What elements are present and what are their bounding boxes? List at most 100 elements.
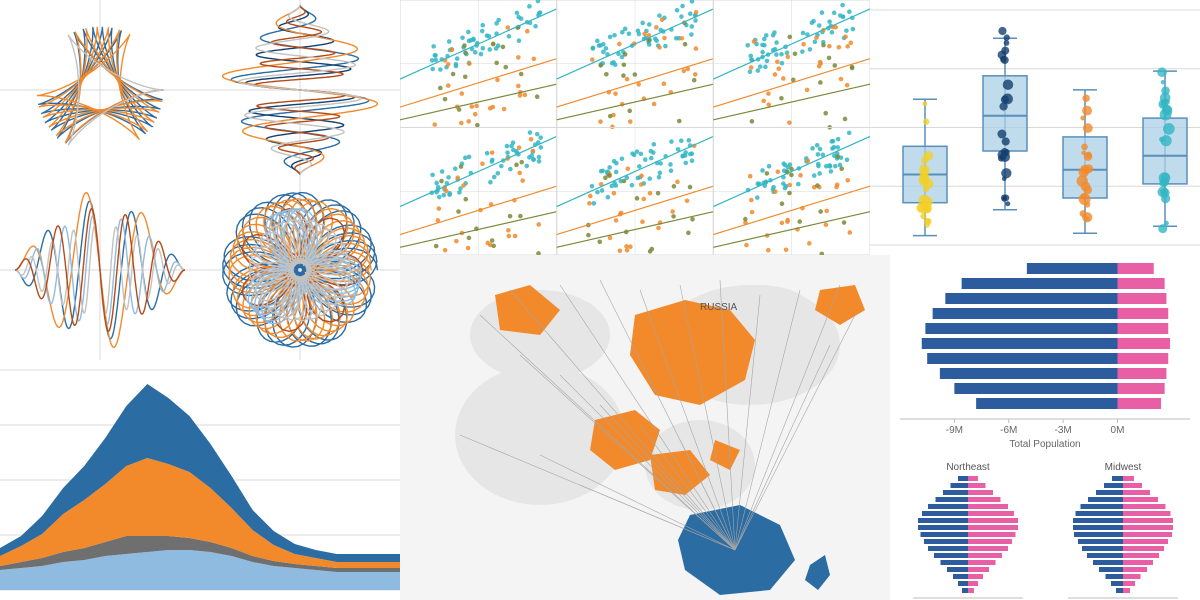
scatter-point [595, 39, 600, 44]
scatter-point [601, 42, 606, 47]
x-axis-label: Total Population [1009, 439, 1080, 450]
scatter-point [750, 119, 755, 124]
scatter-point [652, 102, 657, 107]
jitter-dot [1081, 144, 1088, 151]
scatter-point [598, 119, 603, 124]
pyr-bar-right [968, 525, 1018, 530]
jitter-dot [919, 165, 929, 175]
scatter-point [487, 47, 492, 52]
scatter-point [750, 210, 755, 215]
scatter-point [533, 24, 538, 29]
jitter-dot [1080, 116, 1085, 121]
scatter-point [682, 69, 687, 74]
scatter-point [441, 193, 446, 198]
pyr-bar-right [1123, 539, 1168, 544]
pyr-bar-right [968, 476, 978, 481]
scatter-point [491, 244, 496, 249]
scatter-point [539, 145, 544, 150]
scatter-point [787, 183, 792, 188]
scatter-point [789, 173, 794, 178]
pyr-bar-left [1111, 581, 1123, 586]
scatter-point [808, 47, 813, 52]
scatter-point [639, 173, 644, 178]
scatter-point [688, 185, 693, 190]
scatter-point [801, 31, 806, 36]
scatter-point [743, 217, 748, 222]
scatter-point [494, 46, 499, 51]
scatter-point [787, 191, 792, 196]
scatter-point [467, 61, 472, 66]
jitter-dot [1004, 34, 1010, 40]
scatter-point [461, 183, 466, 188]
scatter-point [781, 161, 786, 166]
pyr-bar-left [958, 476, 968, 481]
bar-right [1118, 278, 1165, 289]
bar-left [1027, 263, 1118, 274]
jitter-dot [1083, 123, 1093, 133]
scatter-point [773, 72, 778, 77]
scatter-point [643, 157, 648, 162]
scatter-point [842, 220, 847, 225]
scatter-point [662, 81, 667, 86]
jitter-dot [923, 119, 929, 125]
jitter-dot [1082, 95, 1090, 103]
scatter-point [454, 239, 459, 244]
scatter-point [744, 243, 749, 248]
scatter-point [630, 151, 635, 156]
scatter-point [818, 209, 823, 214]
scatter-point [437, 206, 442, 211]
scatter-point [836, 137, 841, 142]
pyr-bar-left [1099, 567, 1123, 572]
scatter-point [657, 45, 662, 50]
scatter-point [814, 35, 819, 40]
scatter-point [690, 217, 695, 222]
pyr-bar-left [1076, 511, 1124, 516]
scatter-point [620, 30, 625, 35]
pyr-bar-right [968, 588, 974, 593]
jitter-dot [998, 150, 1008, 160]
scatter-point [598, 63, 603, 68]
scatter-point [679, 138, 684, 143]
scatter-point [430, 67, 435, 72]
scatter-point [495, 171, 500, 176]
xtick-label: 0M [1111, 425, 1125, 436]
scatter-point [662, 36, 667, 41]
scatter-point [694, 10, 699, 15]
scatter-point [517, 171, 522, 176]
scatter-point [656, 226, 661, 231]
bar-right [1118, 383, 1165, 394]
scatter-point [531, 157, 536, 162]
pyr-bar-left [921, 532, 969, 537]
pyr-bar-right [1123, 574, 1141, 579]
scatter-point [658, 161, 663, 166]
scatter-point [604, 72, 609, 77]
scatter-point [508, 214, 513, 219]
scatter-point [748, 174, 753, 179]
scatter-point [450, 48, 455, 53]
scatter-point [516, 84, 521, 89]
scatter-point [628, 119, 633, 124]
scatter-point [630, 183, 635, 188]
scatter-point [529, 137, 534, 142]
scatter-point [748, 69, 753, 74]
scatter-point [765, 171, 770, 176]
pyr-bar-left [922, 511, 968, 516]
scatter-point [807, 241, 812, 246]
scatter-point [693, 72, 698, 77]
bar-left [933, 308, 1118, 319]
scatter-point [680, 4, 685, 9]
pyr-bar-left [1106, 574, 1124, 579]
bar-left [940, 368, 1118, 379]
scatter-point [679, 36, 684, 41]
scatter-point [505, 150, 510, 155]
scatter-point [829, 169, 834, 174]
scatter-point [462, 43, 467, 48]
scatter-point [592, 201, 597, 206]
scatter-point [827, 19, 832, 24]
scatter-point [523, 93, 528, 98]
scatter-point [774, 40, 779, 45]
scatter-point [800, 49, 805, 54]
pyr-bar-left [1087, 553, 1123, 558]
scatter-point [538, 135, 543, 140]
pyr-bar-left [1074, 532, 1123, 537]
